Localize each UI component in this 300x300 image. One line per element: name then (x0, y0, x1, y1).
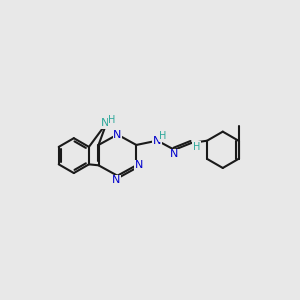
Text: H: H (108, 115, 116, 125)
Text: N: N (153, 136, 161, 146)
Text: N: N (112, 175, 120, 185)
Text: N: N (113, 130, 122, 140)
Text: H: H (159, 131, 166, 141)
Text: H: H (193, 142, 200, 152)
Text: N: N (135, 160, 143, 170)
Text: N: N (100, 118, 109, 128)
Text: N: N (170, 149, 178, 159)
